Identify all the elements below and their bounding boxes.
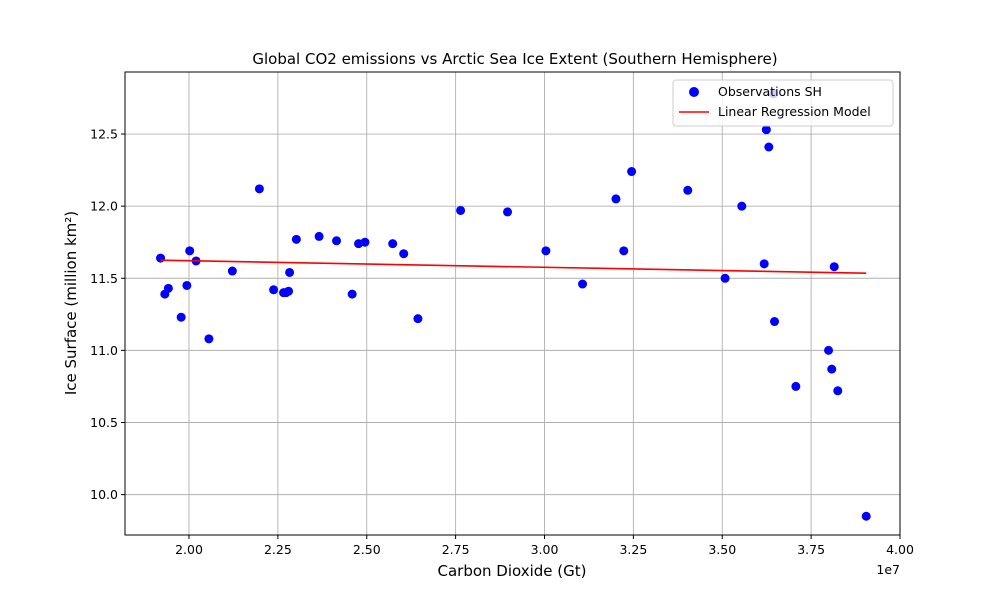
data-point <box>185 246 195 256</box>
data-point <box>413 314 423 324</box>
data-point <box>737 201 747 211</box>
data-point <box>720 273 730 283</box>
data-point <box>503 207 513 217</box>
y-tick-label: 11.5 <box>90 271 118 286</box>
data-point <box>683 185 693 195</box>
data-point <box>227 266 237 276</box>
data-point <box>761 125 771 135</box>
data-point <box>204 334 214 344</box>
data-point <box>182 280 192 290</box>
data-point <box>770 317 780 327</box>
data-point <box>791 381 801 391</box>
legend-marker-observations <box>689 87 699 97</box>
grid-lines <box>125 72 901 535</box>
x-tick-label: 2.50 <box>353 542 381 557</box>
data-point <box>332 236 342 246</box>
data-point <box>619 246 629 256</box>
data-point <box>314 231 324 241</box>
data-point <box>291 234 301 244</box>
legend-box <box>672 79 894 127</box>
data-point <box>578 279 588 289</box>
data-point <box>284 286 294 296</box>
legend-label-regression: Linear Regression Model <box>718 104 871 119</box>
data-point <box>824 345 834 355</box>
y-tick-label: 12.0 <box>90 199 118 214</box>
data-point <box>611 194 621 204</box>
data-point <box>759 259 769 269</box>
data-point <box>254 184 264 194</box>
data-point <box>163 283 173 293</box>
x-tick-label: 4.00 <box>886 542 914 557</box>
legend: Observations SH Linear Regression Model <box>672 79 894 127</box>
y-axis: 10.0 10.5 11.0 11.5 12.0 12.5 <box>90 127 125 502</box>
x-tick-label: 2.00 <box>175 542 203 557</box>
x-tick-label: 3.75 <box>797 542 825 557</box>
x-tick-label: 2.75 <box>442 542 470 557</box>
data-point <box>360 237 370 247</box>
chart-title: Global CO2 emissions vs Arctic Sea Ice E… <box>252 50 777 68</box>
chart-marks <box>156 89 871 521</box>
data-point <box>833 386 843 396</box>
data-point <box>156 253 166 263</box>
y-tick-label: 10.5 <box>90 415 118 430</box>
data-point <box>176 312 186 322</box>
x-tick-label: 3.50 <box>708 542 736 557</box>
x-axis: 2.00 2.25 2.50 2.75 3.00 3.25 3.50 3.75 4.00 <box>175 535 914 557</box>
data-point <box>388 239 398 249</box>
data-point <box>456 205 466 215</box>
x-tick-label: 3.00 <box>531 542 559 557</box>
data-point <box>764 142 774 152</box>
data-point <box>861 511 871 521</box>
data-point <box>627 167 637 177</box>
x-axis-offset-label: 1e7 <box>876 562 900 577</box>
y-axis-label: Ice Surface (million km²) <box>62 211 80 395</box>
y-tick-label: 11.0 <box>90 343 118 358</box>
x-tick-label: 3.25 <box>619 542 647 557</box>
y-tick-label: 12.5 <box>90 127 118 142</box>
data-point <box>829 262 839 272</box>
x-axis-label: Carbon Dioxide (Gt) <box>437 562 586 580</box>
y-tick-label: 10.0 <box>90 487 118 502</box>
regression-line <box>160 259 867 275</box>
legend-label-observations: Observations SH <box>718 84 822 99</box>
data-point <box>399 249 409 259</box>
data-point <box>347 289 357 299</box>
data-point <box>285 267 295 277</box>
x-tick-label: 2.25 <box>264 542 292 557</box>
data-point <box>827 364 837 374</box>
data-point <box>269 285 279 295</box>
plot-frame <box>124 71 901 536</box>
data-point <box>541 246 551 256</box>
